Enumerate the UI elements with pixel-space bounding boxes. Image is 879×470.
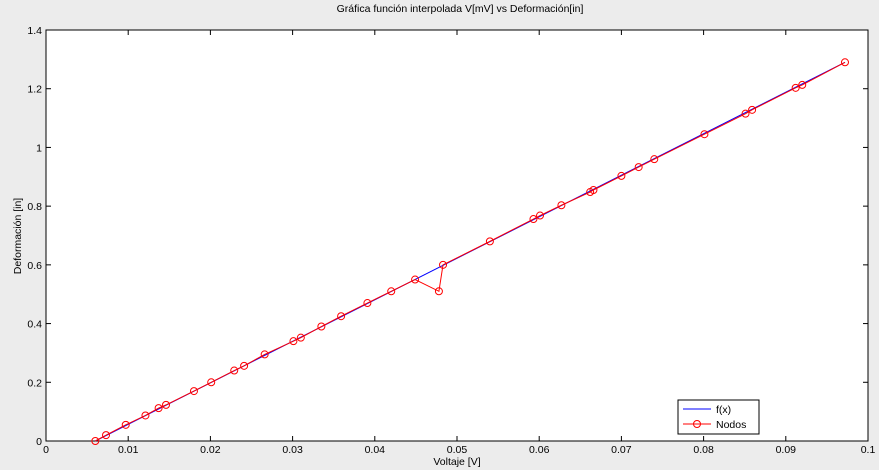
nodos-marker	[296, 333, 305, 342]
x-axis-label: Voltaje [V]	[433, 456, 480, 468]
y-tick-label: 0.2	[27, 377, 42, 389]
nodos-marker	[557, 201, 566, 210]
nodos-marker	[791, 83, 800, 92]
nodos-marker	[141, 411, 150, 420]
nodos-marker	[589, 185, 598, 194]
plot-content	[91, 58, 849, 445]
nodos-marker	[617, 171, 626, 180]
y-axis: 0 0.2 0.4 0.6 0.8 1 1.2 1.4	[27, 25, 868, 448]
y-tick-label: 1.4	[27, 25, 42, 37]
legend-swatch-nodos-marker	[693, 420, 701, 428]
nodos-marker	[798, 80, 807, 89]
y-tick-label: 1	[36, 142, 42, 154]
x-tick-label: 0.1	[861, 444, 876, 456]
nodos-marker	[536, 211, 545, 220]
nodos-marker	[121, 420, 130, 429]
nodos-marker	[485, 237, 494, 246]
nodos-marker	[529, 215, 538, 224]
x-tick-label: 0.03	[282, 444, 303, 456]
y-tick-label: 1.2	[27, 84, 42, 96]
nodos-marker	[240, 361, 249, 370]
nodos-marker	[439, 260, 448, 269]
nodos-marker	[162, 400, 171, 409]
nodos-marker	[411, 275, 420, 284]
y-tick-label: 0.6	[27, 260, 42, 272]
x-tick-label: 0.01	[118, 444, 139, 456]
nodos-marker	[207, 378, 216, 387]
nodos-marker	[434, 287, 443, 296]
nodos-marker	[387, 287, 396, 296]
legend: f(x) Nodos	[677, 399, 760, 435]
y-tick-label: 0	[36, 436, 42, 448]
y-tick-label: 0.8	[27, 201, 42, 213]
nodos-marker	[91, 437, 100, 445]
nodos-marker	[154, 404, 163, 413]
x-tick-label: 0	[43, 444, 49, 456]
x-tick-label: 0.07	[611, 444, 632, 456]
nodos-marker	[317, 322, 326, 331]
nodos-marker	[650, 155, 659, 164]
chart-title: Gráfica función interpolada V[mV] vs Def…	[337, 3, 584, 15]
x-tick-label: 0.08	[693, 444, 714, 456]
y-tick-label: 0.4	[27, 319, 42, 331]
nodos-marker	[189, 387, 198, 396]
series-line-nodos	[95, 61, 846, 442]
x-tick-label: 0.05	[447, 444, 468, 456]
x-axis: 0 0.01 0.02 0.03 0.04 0.05 0.06 0.07 0.08 0.09 0.1	[43, 30, 875, 456]
nodos-marker	[363, 299, 372, 308]
nodos-marker	[840, 58, 849, 67]
nodos-marker	[337, 312, 346, 321]
nodos-marker	[102, 431, 111, 440]
y-axis-label: Deformación [in]	[12, 198, 24, 275]
legend-box	[677, 399, 760, 435]
x-tick-label: 0.06	[529, 444, 550, 456]
x-tick-label: 0.09	[776, 444, 797, 456]
x-tick-label: 0.02	[200, 444, 221, 456]
nodos-marker	[634, 163, 643, 172]
nodos-marker	[230, 366, 239, 375]
nodos-marker	[741, 109, 750, 118]
plot-area	[45, 29, 869, 442]
nodos-marker	[748, 105, 757, 114]
nodos-marker	[289, 337, 298, 346]
nodos-marker	[700, 130, 709, 139]
legend-label-nodos: Nodos	[716, 419, 746, 431]
nodos-marker	[260, 350, 269, 359]
legend-label-fx: f(x)	[716, 404, 731, 416]
x-tick-label: 0.04	[365, 444, 386, 456]
